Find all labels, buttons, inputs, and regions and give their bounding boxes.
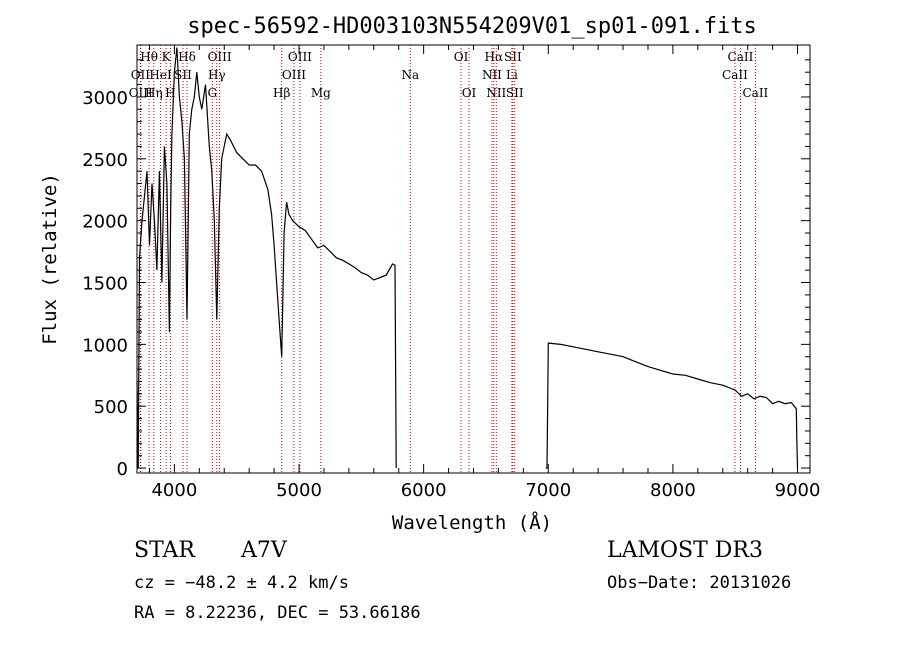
series-flux-segment-blue — [136, 47, 397, 469]
line-label-20: SII — [504, 50, 522, 64]
line-label-7: H — [165, 86, 175, 100]
x-axis-label: Wavelength (Å) — [392, 511, 552, 534]
line-label-19: Hα — [485, 50, 504, 64]
line-label-3: Hη — [145, 86, 163, 100]
y-tick-label-3: 1500 — [82, 274, 128, 295]
y-tick-label-1: 500 — [94, 397, 128, 418]
line-label-12: Hβ — [273, 86, 290, 100]
coordinates: RA = 8.22236, DEC = 53.66186 — [134, 603, 421, 623]
flux-series — [136, 47, 799, 469]
object-type: STAR — [134, 538, 195, 563]
line-label-22: Li — [506, 68, 518, 82]
y-tick-label-0: 0 — [117, 459, 128, 480]
line-label-18: OI — [462, 86, 477, 100]
x-tick-label-2: 6000 — [401, 480, 447, 501]
line-label-26: CaII — [722, 68, 748, 82]
x-tick-label-1: 5000 — [276, 480, 322, 501]
line-label-11: G — [207, 86, 217, 100]
line-label-8: Hδ — [178, 50, 196, 64]
redshift-velocity: cz = −48.2 ± 4.2 km/s — [134, 573, 349, 593]
line-label-5: HeI — [149, 68, 172, 82]
spectral-class: A7V — [241, 538, 287, 563]
y-tick-label-4: 2000 — [82, 212, 128, 233]
x-tick-label-5: 9000 — [775, 480, 821, 501]
observation-date: Obs−Date: 20131026 — [607, 573, 792, 593]
line-label-10: Hγ — [208, 68, 226, 82]
line-label-9: OIII — [208, 50, 232, 64]
x-tick-label-0: 4000 — [151, 480, 197, 501]
line-label-0: Hθ — [140, 50, 158, 64]
line-label-24: SII — [506, 86, 524, 100]
line-label-17: OI — [454, 50, 469, 64]
x-tick-label-3: 7000 — [525, 480, 571, 501]
line-label-15: Mg — [311, 86, 331, 100]
line-label-6: SII — [174, 68, 192, 82]
y-axis-label: Flux (relative) — [39, 173, 61, 345]
line-label-14: OIII — [282, 68, 306, 82]
line-label-4: K — [162, 50, 172, 64]
line-label-27: CaII — [742, 86, 768, 100]
x-tick-label-4: 8000 — [650, 480, 696, 501]
line-label-16: Na — [401, 68, 419, 82]
series-flux-segment-red — [545, 342, 799, 469]
line-label-23: NII — [486, 86, 506, 100]
survey-name: LAMOST DR3 — [607, 538, 763, 563]
plot-frame — [136, 44, 811, 474]
line-label-25: CaII — [728, 50, 754, 64]
y-tick-label-2: 1000 — [82, 335, 128, 356]
axes: 4000 5000 6000 7000 8000 9000 0 500 1000 1500 2000… — [82, 45, 820, 501]
y-tick-label-5: 2500 — [82, 150, 128, 171]
y-tick-label-6: 3000 — [82, 88, 128, 109]
chart-title: spec-56592-HD003103N554209V01_sp01-091.f… — [187, 14, 757, 39]
line-label-13: OIII — [288, 50, 312, 64]
line-label-2: OIII — [129, 86, 153, 100]
line-label-21: NII — [482, 68, 502, 82]
